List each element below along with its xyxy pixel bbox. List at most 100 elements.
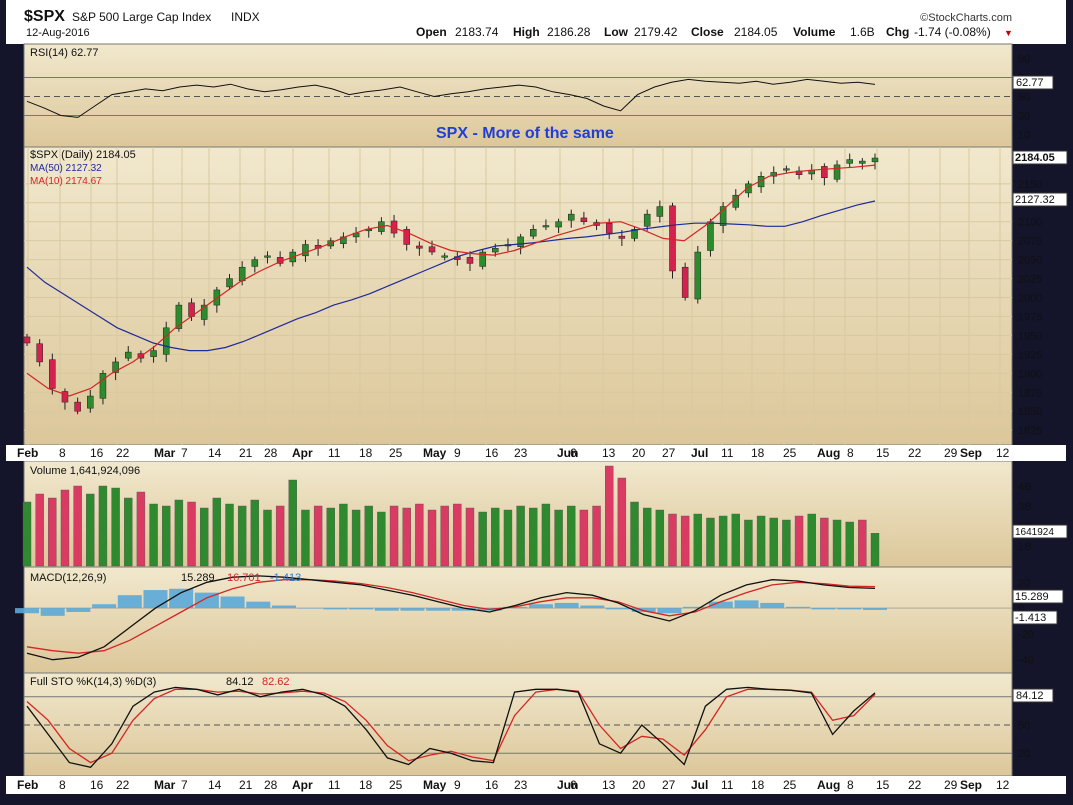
header-symbol: $SPX	[24, 8, 65, 25]
x-tick-label: Apr	[292, 446, 313, 460]
macd-hist-bar	[323, 608, 348, 610]
macd-hist-bar	[606, 608, 631, 610]
candle-body	[833, 164, 841, 180]
candle-body	[719, 206, 727, 226]
x-tick-label: 28	[264, 446, 278, 460]
x-tick-label: 9	[454, 778, 461, 792]
price-tick-label: 1925	[1018, 349, 1042, 361]
x-tick-label: 7	[181, 778, 188, 792]
volume-bar	[288, 479, 297, 567]
candle-body	[745, 183, 752, 194]
volume-bar	[237, 505, 247, 567]
macd-legend-value-1: 15.289	[181, 572, 215, 584]
candle-body	[542, 225, 550, 228]
volume-bar	[516, 505, 525, 567]
rsi-tick-label: 10	[1018, 130, 1030, 142]
x-tick-label: Jul	[691, 446, 708, 460]
x-tick-label: Sep	[960, 778, 982, 792]
x-tick-label: 16	[485, 446, 499, 460]
ma50-last-label: 2127.32	[1015, 194, 1055, 206]
chg-down-arrow-icon: ▼	[1004, 28, 1013, 38]
x-axis-strip-top	[6, 445, 1066, 461]
volume-bar	[415, 503, 424, 567]
ohlc-volume-label: Volume	[793, 25, 836, 39]
volume-bar	[807, 513, 816, 567]
macd-hist-last-box: -1.413	[1012, 610, 1058, 625]
x-tick-label: 21	[239, 446, 253, 460]
volume-legend: Volume 1,641,924,096	[30, 465, 140, 477]
x-tick-label: 22	[116, 778, 130, 792]
x-tick-label: May	[423, 778, 447, 792]
x-tick-label: Mar	[154, 778, 176, 792]
candle-body	[99, 373, 107, 399]
volume-bar	[174, 499, 184, 567]
macd-hist-bar	[554, 602, 579, 609]
rsi-last-box: 62.77	[1012, 75, 1054, 90]
volume-bar	[503, 509, 513, 567]
volume-tick-label: 4B	[1018, 481, 1031, 493]
sto-legend-value-1: 84.12	[226, 676, 254, 688]
price-last-label: 2184.05	[1015, 152, 1055, 164]
volume-bar	[592, 505, 601, 567]
volume-bar	[655, 509, 665, 567]
volume-bar	[541, 503, 551, 567]
volume-bar	[377, 511, 386, 567]
macd-legend-value-2: 16.701	[227, 572, 261, 584]
price-tick-label: 2075	[1018, 236, 1042, 248]
macd-hist-bar	[271, 605, 296, 609]
x-tick-label: 27	[662, 778, 676, 792]
candle-body	[441, 255, 448, 258]
candle-body	[125, 351, 132, 359]
macd-hist-bar	[169, 588, 194, 609]
candle-body	[492, 248, 499, 253]
x-tick-label: 22	[908, 778, 922, 792]
ohlc-close-label: Close	[691, 25, 724, 39]
x-tick-label: 21	[239, 778, 253, 792]
rsi-panel	[23, 43, 1013, 148]
volume-bar	[465, 507, 475, 567]
candle-body	[466, 257, 474, 264]
ma10-line	[26, 164, 876, 397]
x-tick-label: 18	[751, 778, 765, 792]
candle-body	[567, 213, 575, 221]
candle-body	[36, 343, 43, 363]
ma50-line	[26, 200, 876, 352]
macd-plot	[15, 575, 887, 661]
macd-hist-bar	[708, 601, 733, 609]
x-tick-label: 11	[721, 446, 734, 460]
price-tick-label: 1950	[1018, 330, 1042, 342]
volume-bar	[339, 503, 348, 567]
x-axis-labels: Feb Feb 8 8 16 16 22 22 Mar Mar 7 7 14 14 21 21 28 28 Apr A…	[17, 446, 1010, 792]
header-strip	[6, 0, 1066, 44]
x-tick-label: 8	[847, 446, 854, 460]
x-axis-strip-bottom	[6, 776, 1066, 794]
macd-tick-label: 20	[1018, 577, 1030, 589]
header-name: S&P 500 Large Cap Index	[72, 10, 211, 24]
candle-body	[403, 229, 410, 245]
macd-hist-bar	[246, 601, 271, 609]
volume-tick-label: 1B	[1018, 541, 1031, 553]
x-tick-label: 16	[90, 778, 104, 792]
volume-bar	[275, 505, 285, 567]
candle-body	[200, 304, 208, 320]
candle-body	[605, 222, 613, 234]
macd-hist-bar	[785, 606, 810, 609]
macd-hist-bar	[426, 608, 451, 611]
macd-signal-line	[26, 579, 876, 654]
candle-body	[175, 304, 183, 329]
volume-bar	[756, 515, 766, 567]
candle-body	[238, 266, 246, 282]
volume-bar	[199, 507, 209, 567]
ma50-last-box: 2127.32	[1012, 192, 1068, 207]
volume-bar	[35, 493, 44, 567]
candle-body	[783, 168, 790, 171]
candle-body	[530, 229, 537, 237]
volume-bar	[693, 513, 703, 567]
macd-hist-bar	[734, 600, 759, 609]
macd-hist-bar	[580, 605, 605, 609]
volume-bar	[326, 507, 335, 567]
candle-body	[517, 236, 524, 247]
volume-bar	[718, 515, 728, 567]
x-tick-label: 20	[632, 446, 646, 460]
